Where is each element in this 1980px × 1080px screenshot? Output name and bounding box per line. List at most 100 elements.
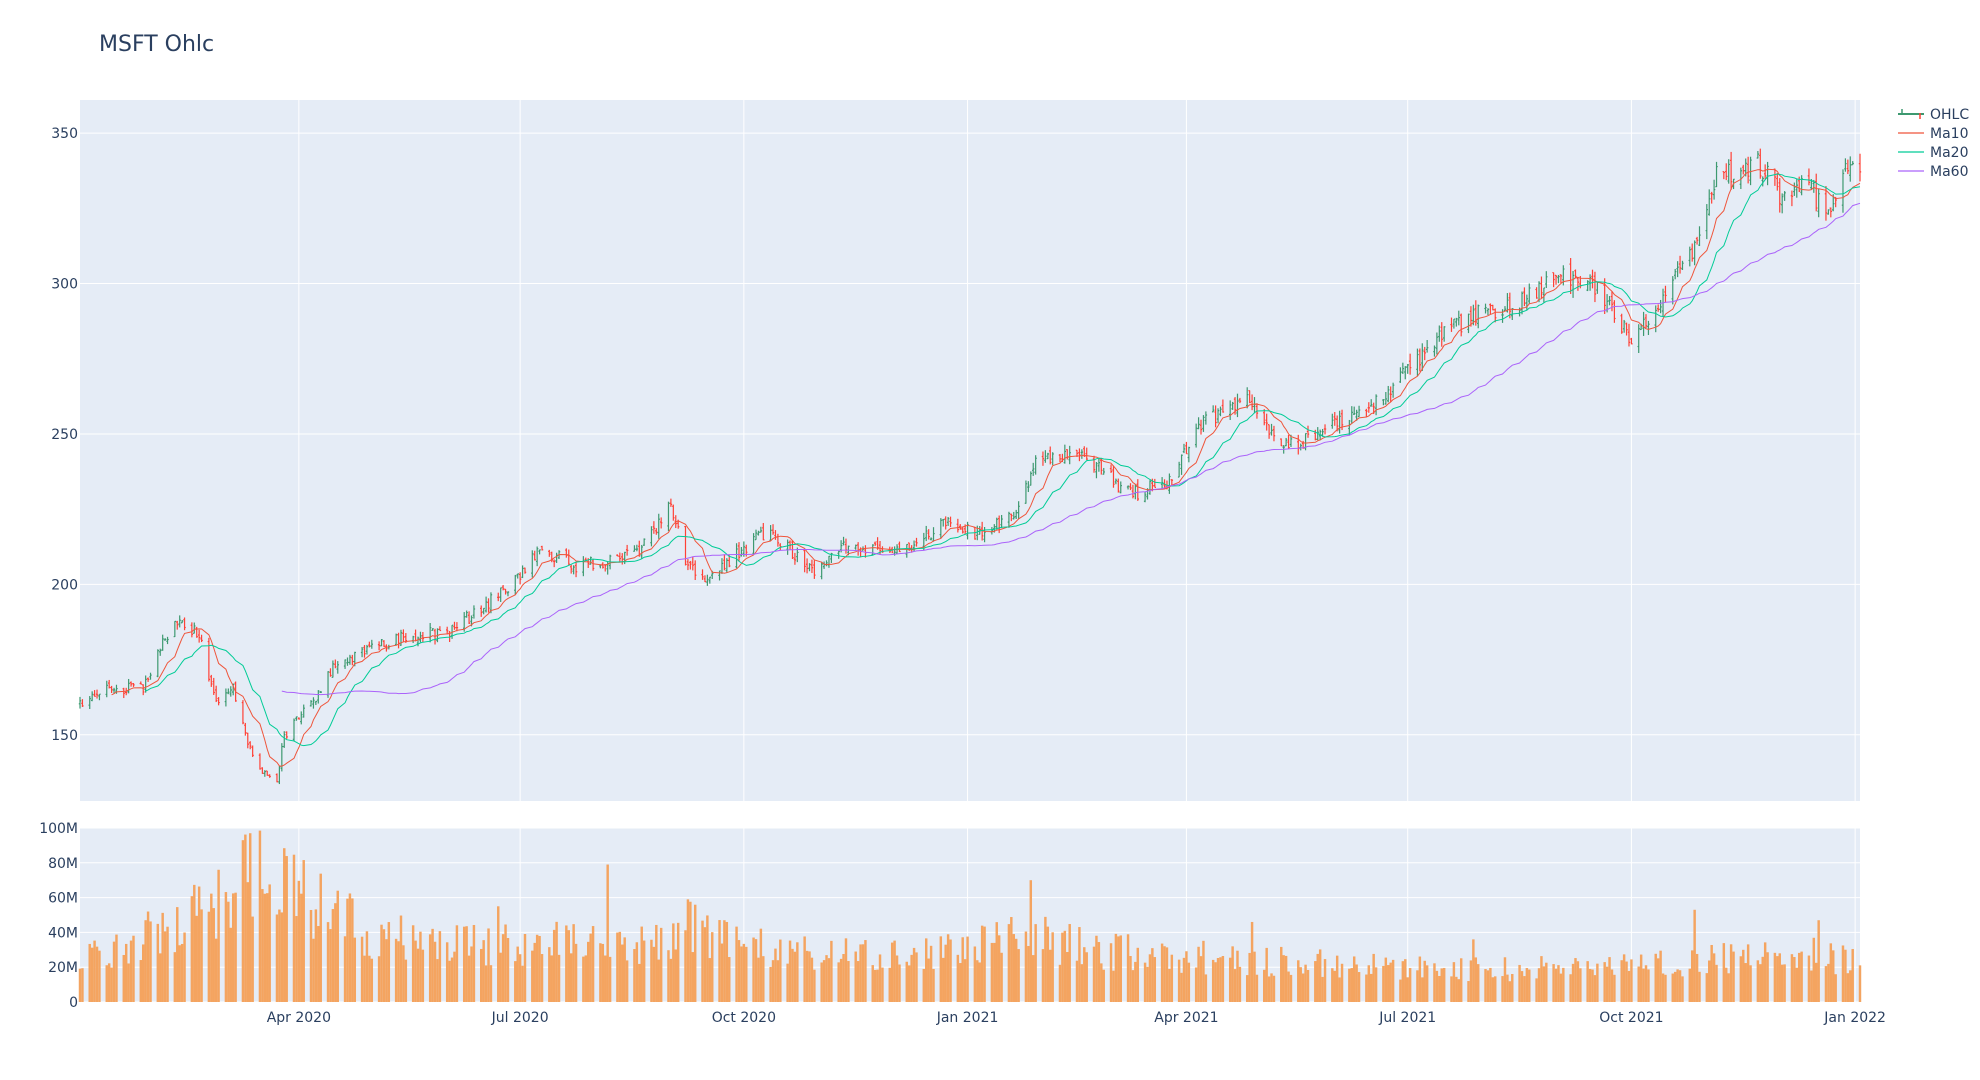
ohlc-bar — [1642, 311, 1645, 336]
ohlc-bar — [212, 677, 215, 695]
volume-bar — [518, 954, 522, 1002]
ohlc-bar — [81, 699, 84, 707]
volume-bar — [1421, 977, 1424, 1002]
volume-bar — [669, 958, 673, 1002]
volume-bar — [319, 873, 322, 1002]
ohlc-bar — [159, 648, 162, 656]
volume-bar — [557, 954, 561, 1002]
volume-bar — [978, 962, 981, 1002]
ohlc-bar — [1267, 424, 1271, 439]
ohlc-bar — [540, 545, 544, 551]
ohlc-bar — [214, 685, 218, 703]
ohlc-bar — [1433, 345, 1436, 357]
ohlc-bar — [708, 576, 712, 584]
ohlc-bar — [1489, 303, 1492, 315]
volume-bar — [1348, 968, 1351, 1002]
ohlc-bar — [1231, 401, 1234, 410]
volume-bar — [1849, 970, 1852, 1002]
volume-bar — [1406, 977, 1409, 1002]
volume-bar — [212, 908, 215, 1002]
ohlc-bar — [283, 731, 286, 748]
volume-bar — [343, 936, 347, 1002]
volume-bar — [1491, 977, 1495, 1002]
volume-bar — [1083, 947, 1086, 1002]
volume-bar — [655, 924, 658, 1002]
ohlc-bar — [1202, 415, 1205, 432]
ohlc-bar — [329, 668, 332, 677]
volume-bar — [1131, 970, 1135, 1002]
ohlc-bar — [161, 634, 164, 651]
volume-bar — [1000, 952, 1003, 1002]
volume-bar — [482, 940, 485, 1002]
ohlc-bar — [1851, 161, 1854, 166]
ohlc-bar — [382, 640, 386, 647]
legend-item[interactable]: Ma20 — [1898, 145, 1968, 161]
volume-bar — [1163, 946, 1166, 1002]
ohlc-bar — [735, 543, 738, 569]
volume-bar — [693, 904, 697, 1002]
volume-bar — [1236, 950, 1239, 1002]
volume-bar — [1080, 964, 1084, 1002]
ohlc-bar — [314, 700, 318, 706]
ohlc-bar — [1136, 479, 1139, 501]
ohlc-bar — [905, 543, 908, 558]
ohlc-bar — [1691, 243, 1694, 262]
ohlc-bar — [1000, 514, 1003, 529]
ohlc-bar — [312, 697, 315, 709]
ohlc-bar — [1637, 324, 1640, 353]
volume-bar — [1352, 956, 1356, 1002]
volume-bar — [796, 942, 799, 1002]
ohlc-bar — [944, 516, 947, 530]
volume-bar — [1664, 974, 1667, 1002]
legend-item[interactable]: OHLC — [1898, 107, 1969, 123]
volume-bar — [584, 955, 588, 1002]
volume-bar — [966, 936, 969, 1002]
volume-bar — [1593, 975, 1597, 1002]
volume-bar — [1143, 962, 1147, 1002]
volume-bar — [616, 932, 619, 1002]
volume-bar — [1416, 970, 1419, 1002]
ohlc-bar — [1044, 450, 1047, 463]
volume-bar — [275, 914, 279, 1002]
volume-bar — [949, 939, 952, 1002]
ohlc-bar — [929, 537, 933, 541]
legend[interactable]: OHLC Ma10 Ma20 Ma60 — [1898, 107, 1969, 180]
price-plot-background — [80, 100, 1860, 801]
volume-bar — [1554, 968, 1558, 1002]
ohlc-bar — [229, 686, 232, 697]
volume-bar — [997, 935, 1001, 1002]
volume-bar — [178, 945, 181, 1002]
ohlc-bar — [1041, 451, 1045, 466]
ohlc-bar — [820, 561, 823, 580]
ohlc-bar — [842, 536, 845, 546]
price-tick-label: 300 — [51, 277, 78, 293]
ohlc-bar — [1331, 413, 1334, 429]
volume-bar — [1817, 920, 1820, 1002]
volume-bar — [601, 943, 605, 1002]
volume-bar — [1228, 957, 1232, 1002]
ohlc-bar — [1350, 406, 1353, 424]
legend-item[interactable]: Ma10 — [1898, 126, 1968, 142]
volume-bar — [907, 965, 911, 1002]
ohlc-bar — [1321, 428, 1324, 437]
ohlc-bar — [827, 555, 831, 568]
ohlc-bar — [514, 574, 517, 595]
volume-bar — [314, 909, 318, 1002]
volume-bar — [163, 931, 167, 1002]
ohlc-bar — [1100, 458, 1103, 475]
volume-bar — [416, 948, 420, 1002]
volume-bar — [1780, 964, 1784, 1002]
volume-bar — [1739, 956, 1743, 1002]
volume-bar — [214, 938, 218, 1002]
volume-bar — [898, 964, 901, 1002]
ohlc-bar — [1046, 452, 1050, 460]
volume-bar — [854, 951, 857, 1002]
volume-bar — [387, 922, 391, 1002]
volume-bar — [1440, 968, 1443, 1002]
volume-bar — [1423, 960, 1426, 1002]
legend-item[interactable]: Ma60 — [1898, 164, 1968, 180]
x-tick-label: Jul 2020 — [491, 1010, 549, 1026]
ohlc-bar — [302, 704, 305, 718]
ohlc-bar — [139, 681, 142, 685]
ohlc-bar — [455, 622, 459, 632]
